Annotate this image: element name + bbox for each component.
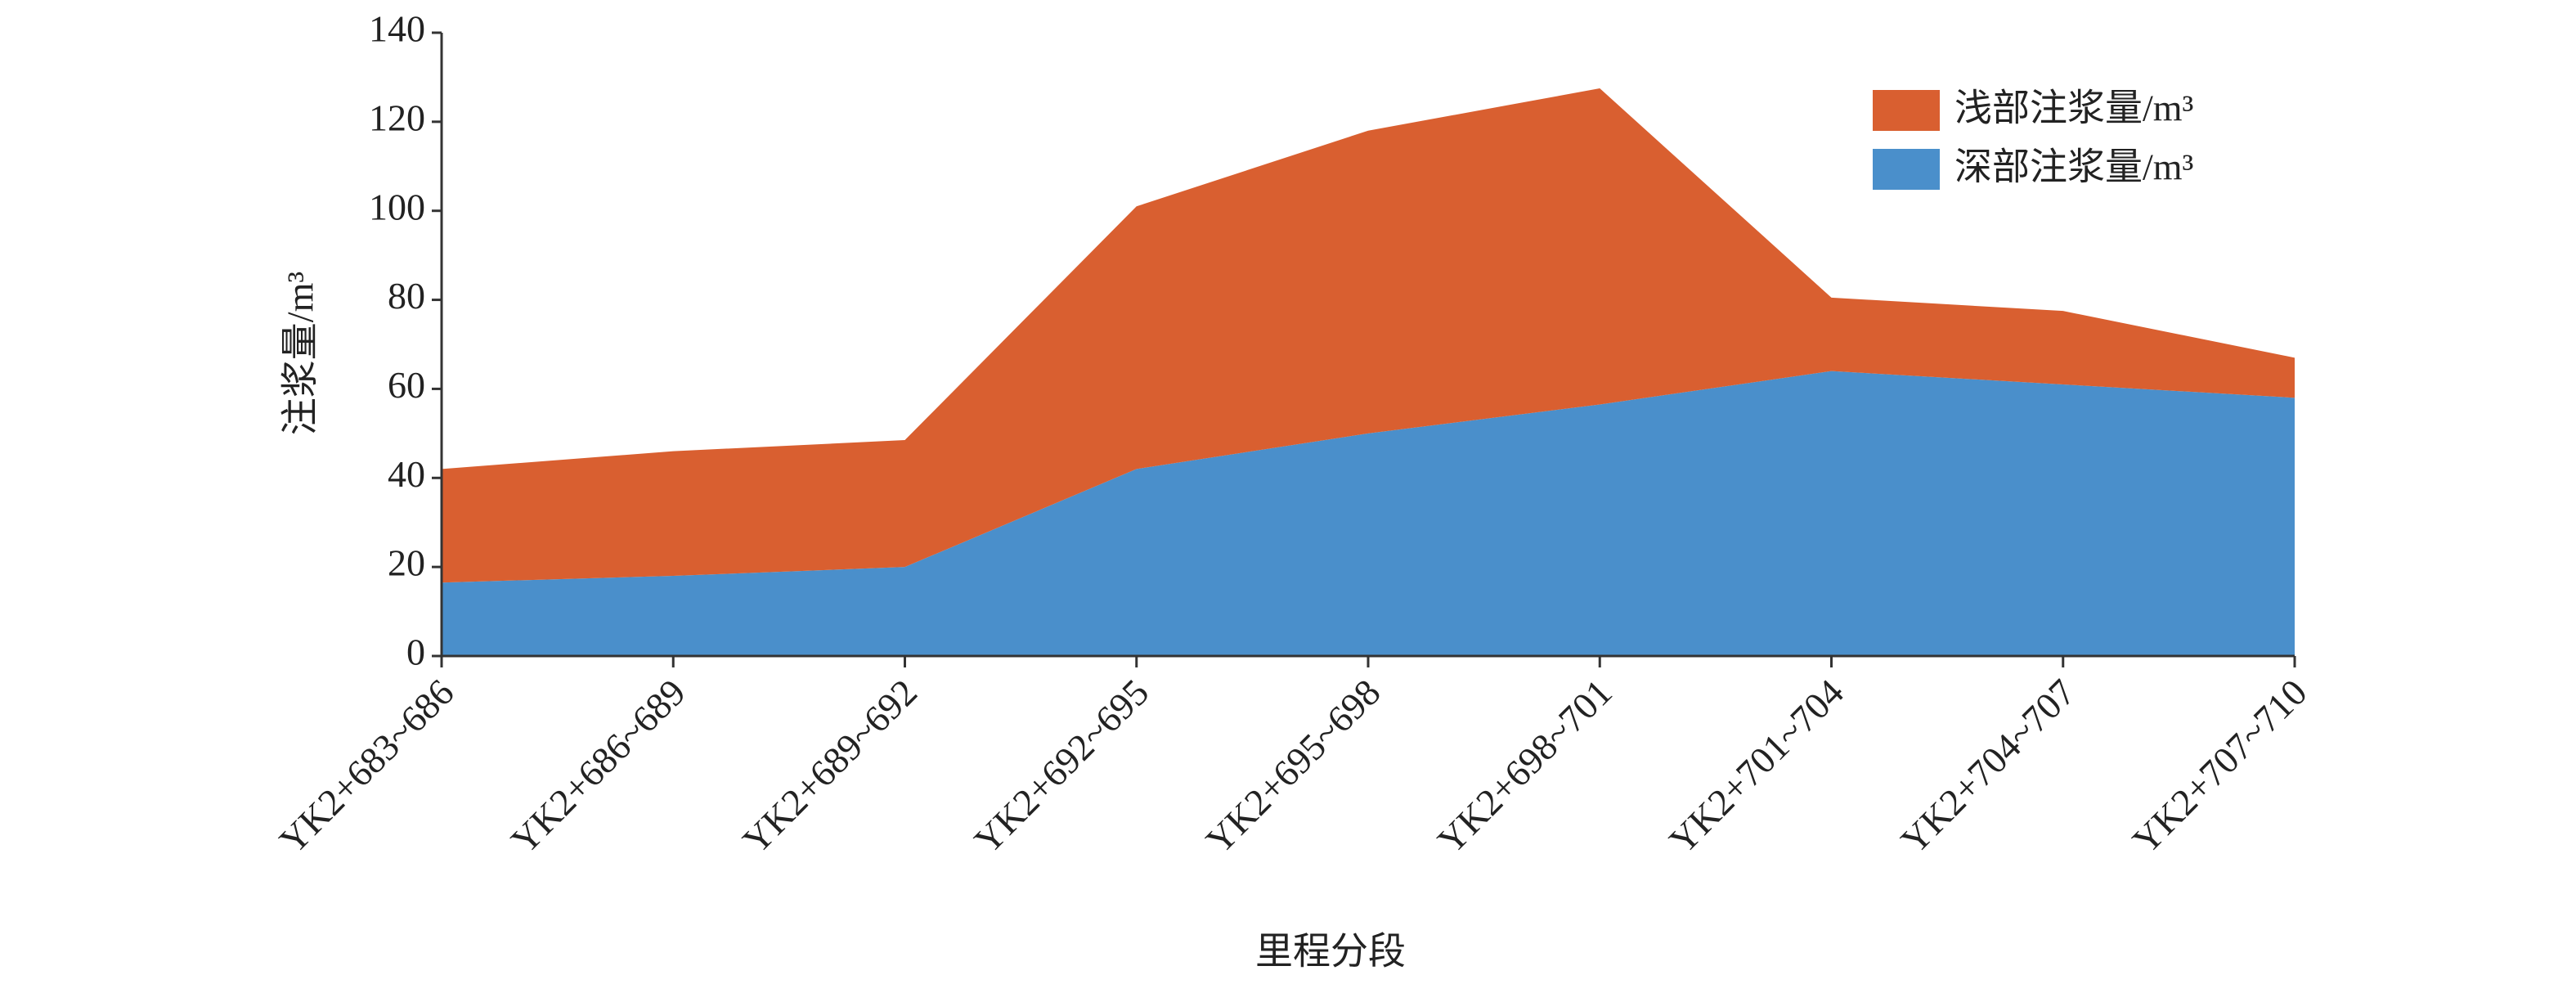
y-tick-label: 100 xyxy=(369,186,425,227)
x-tick-label: YK2+689~692 xyxy=(734,671,925,861)
x-tick-label: YK2+686~689 xyxy=(503,671,693,861)
y-tick-label: 140 xyxy=(369,8,425,50)
x-tick-label: YK2+707~710 xyxy=(2125,671,2315,861)
y-tick-label: 0 xyxy=(406,631,425,673)
legend-label: 深部注浆量/m³ xyxy=(1954,146,2193,188)
x-tick-label: YK2+692~695 xyxy=(966,671,1156,861)
area xyxy=(442,371,2295,656)
legend-label: 浅部注浆量/m³ xyxy=(1954,88,2193,129)
x-tick-label: YK2+683~686 xyxy=(272,671,462,861)
y-tick-label: 60 xyxy=(388,364,425,406)
area xyxy=(442,88,2295,583)
x-tick-label: YK2+704~707 xyxy=(1892,671,2083,861)
x-tick-label: YK2+698~701 xyxy=(1429,671,1620,861)
y-tick-label: 120 xyxy=(369,97,425,138)
y-axis-label: 注浆量/m³ xyxy=(280,272,321,435)
y-tick-label: 40 xyxy=(388,453,425,495)
legend-swatch xyxy=(1873,90,1940,131)
y-tick-label: 80 xyxy=(388,275,425,317)
x-tick-label: YK2+701~704 xyxy=(1661,671,1851,861)
y-tick-label: 20 xyxy=(388,542,425,584)
legend-swatch xyxy=(1873,149,1940,190)
x-tick-label: YK2+695~698 xyxy=(1198,671,1389,861)
x-axis-label: 里程分段 xyxy=(1255,931,1406,973)
